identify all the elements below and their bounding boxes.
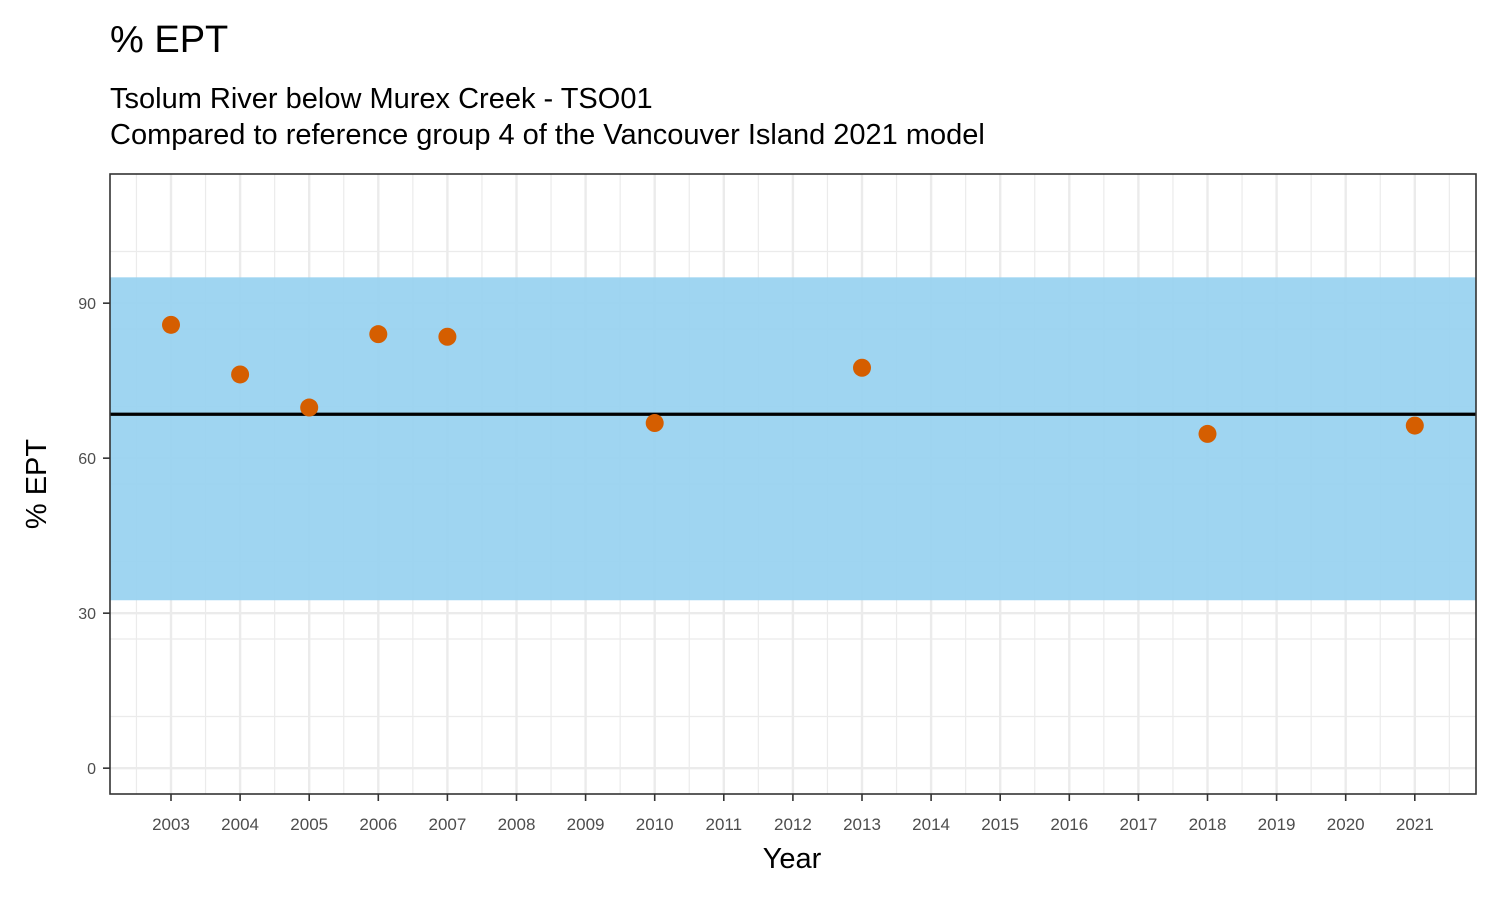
y-tick-label: 90 xyxy=(78,296,96,313)
x-tick-label: 2010 xyxy=(636,815,674,834)
plot-panel: 0 30 60 90 2003 2004 2005 2006 2007 2008 2009 2010 2… xyxy=(78,173,1477,834)
y-tick-label: 0 xyxy=(87,761,96,778)
x-tick-label: 2018 xyxy=(1189,815,1227,834)
y-tick-label: 60 xyxy=(78,451,96,468)
data-point-2010 xyxy=(645,414,664,433)
chart-subtitle-line-1: Tsolum River below Murex Creek - TSO01 xyxy=(110,83,653,115)
chart-subtitle-line-2: Compared to reference group 4 of the Van… xyxy=(110,119,985,151)
x-tick-label: 2006 xyxy=(359,815,397,834)
x-tick-label: 2011 xyxy=(706,815,743,834)
data-point-2004 xyxy=(231,365,250,384)
x-tick-label: 2015 xyxy=(981,815,1019,834)
x-tick-label: 2021 xyxy=(1396,815,1434,834)
x-axis-label: Year xyxy=(763,843,822,875)
x-tick-label: 2019 xyxy=(1258,815,1296,834)
data-point-2006 xyxy=(369,325,388,344)
data-point-2013 xyxy=(853,358,871,377)
y-axis-label: % EPT xyxy=(21,439,53,530)
x-tick-label: 2007 xyxy=(428,815,466,834)
data-point-2003 xyxy=(162,315,180,334)
x-tick-label: 2008 xyxy=(498,815,536,834)
x-tick-label: 2017 xyxy=(1119,815,1157,834)
data-point-2018 xyxy=(1198,424,1217,443)
x-tick-label: 2014 xyxy=(912,815,950,834)
reference-band xyxy=(110,277,1476,601)
y-tick-label: 30 xyxy=(78,606,96,623)
data-point-2021 xyxy=(1405,416,1424,435)
x-tick-label: 2005 xyxy=(290,815,328,834)
x-tick-label: 2012 xyxy=(774,815,812,834)
data-point-2005 xyxy=(300,398,319,417)
x-tick-label: 2003 xyxy=(152,815,190,834)
x-tick-label: 2016 xyxy=(1050,815,1088,834)
chart-title: % EPT xyxy=(110,19,228,61)
x-tick-label: 2009 xyxy=(567,815,605,834)
data-point-2007 xyxy=(438,327,457,346)
x-tick-label: 2004 xyxy=(221,815,259,834)
x-tick-label: 2020 xyxy=(1327,815,1365,834)
x-tick-label: 2013 xyxy=(843,815,881,834)
